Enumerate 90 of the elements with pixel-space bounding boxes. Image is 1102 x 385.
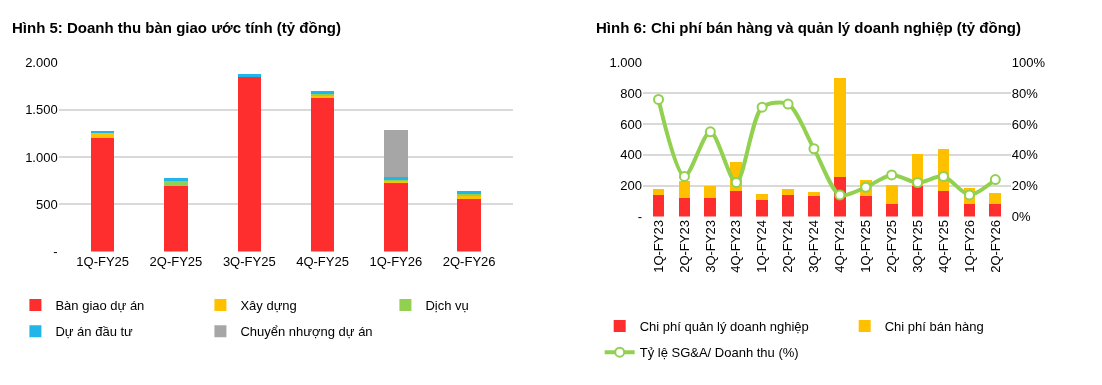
point	[886, 169, 898, 181]
legend-label: Dịch vụ	[425, 298, 469, 314]
legend-label: Chuyển nhượng dự án	[240, 324, 373, 340]
bar	[457, 197, 481, 252]
legend-label: Bàn giao dự án	[55, 298, 145, 314]
y-tick-label: 200	[620, 178, 642, 194]
point	[912, 177, 924, 189]
x-tick-label: 2Q-FY24	[780, 220, 796, 273]
chart-title: Hình 5: Doanh thu bàn giao ước tính (tỷ đồng)	[12, 19, 341, 36]
y2-tick-label: 80%	[1011, 85, 1039, 101]
bar	[237, 75, 261, 252]
bar	[237, 73, 261, 77]
point	[782, 98, 794, 110]
bar	[164, 186, 188, 252]
bar	[652, 195, 665, 217]
point	[704, 126, 716, 138]
bar	[808, 196, 820, 217]
x-tick-label: 1Q-FY25	[857, 220, 873, 273]
bar	[164, 177, 188, 181]
x-tick-label: 2Q-FY25	[149, 253, 203, 269]
x-tick-label: 4Q-FY23	[728, 220, 744, 273]
chart-title: Hình 6: Chi phí bán hàng và quản lý doanh nghiệp (tỷ đồng)	[596, 19, 1021, 36]
x-tick-label: 3Q-FY25	[909, 220, 925, 273]
bar	[756, 194, 768, 200]
bar	[782, 188, 794, 196]
point	[678, 170, 690, 182]
bar	[885, 203, 898, 217]
y-tick-label: 1.000	[25, 149, 58, 165]
y2-tick-label: 40%	[1011, 147, 1039, 163]
y2-tick-label: 60%	[1011, 116, 1039, 132]
y2-tick-label: 0%	[1011, 209, 1032, 225]
bar	[989, 204, 1002, 217]
bar	[652, 189, 665, 196]
x-tick-label: 1Q-FY26	[369, 253, 423, 269]
y-tick-label: -	[53, 244, 58, 260]
bar	[885, 184, 898, 204]
x-tick-label: 1Q-FY24	[754, 220, 770, 273]
point	[808, 143, 820, 155]
legend-label: Xây dựng	[240, 298, 297, 314]
y-tick-label: 500	[35, 196, 58, 212]
x-tick-label: 4Q-FY24	[832, 220, 848, 273]
x-tick-label: 2Q-FY25	[883, 220, 899, 273]
x-tick-label: 3Q-FY24	[806, 220, 822, 273]
legend-label: Dự án đầu tư	[55, 324, 134, 340]
legend-label: Chi phí quản lý doanh nghiệp	[639, 319, 809, 335]
point	[989, 174, 1001, 186]
y-tick-label: 600	[620, 116, 642, 132]
bar	[384, 182, 408, 252]
point	[653, 93, 665, 105]
x-tick-label: 2Q-FY26	[442, 253, 496, 269]
bar	[989, 192, 1002, 205]
bar	[859, 195, 872, 217]
bar	[834, 78, 846, 177]
x-tick-label: 1Q-FY25	[76, 253, 130, 269]
y-tick-label: 800	[620, 85, 642, 101]
y-tick-label: 1.000	[609, 55, 642, 71]
legend-label: Chi phí bán hàng	[884, 319, 984, 335]
bar	[90, 130, 115, 133]
bar	[678, 181, 691, 199]
point	[937, 170, 949, 182]
point	[834, 189, 846, 201]
bar	[384, 129, 408, 177]
y2-tick-label: 20%	[1011, 178, 1039, 194]
bar	[963, 203, 976, 217]
bar	[704, 198, 717, 217]
bar	[730, 190, 743, 217]
bar	[937, 190, 950, 217]
y-tick-label: 1.500	[25, 102, 58, 118]
x-tick-label: 1Q-FY23	[650, 220, 666, 273]
y-tick-label: 2.000	[25, 55, 58, 71]
x-tick-label: 4Q-FY25	[935, 220, 951, 273]
x-tick-label: 1Q-FY26	[961, 220, 977, 273]
x-tick-label: 2Q-FY26	[987, 220, 1003, 273]
x-tick-label: 4Q-FY25	[296, 253, 349, 269]
x-tick-label: 3Q-FY23	[702, 220, 718, 273]
y-tick-label: 400	[620, 147, 642, 163]
bar	[90, 138, 115, 252]
y2-tick-label: 100%	[1011, 55, 1046, 71]
bar	[704, 186, 717, 199]
x-tick-label: 3Q-FY25	[222, 253, 276, 269]
x-tick-label: 2Q-FY23	[676, 220, 692, 273]
bar	[782, 195, 794, 217]
bar	[678, 198, 691, 217]
bar	[756, 199, 768, 217]
legend-label: Tỷ lệ SG&A/ Doanh thu (%)	[639, 345, 799, 361]
point	[730, 177, 742, 189]
bar	[808, 191, 820, 197]
point	[756, 101, 768, 113]
y-tick-label: -	[637, 209, 642, 225]
bar	[310, 98, 335, 252]
